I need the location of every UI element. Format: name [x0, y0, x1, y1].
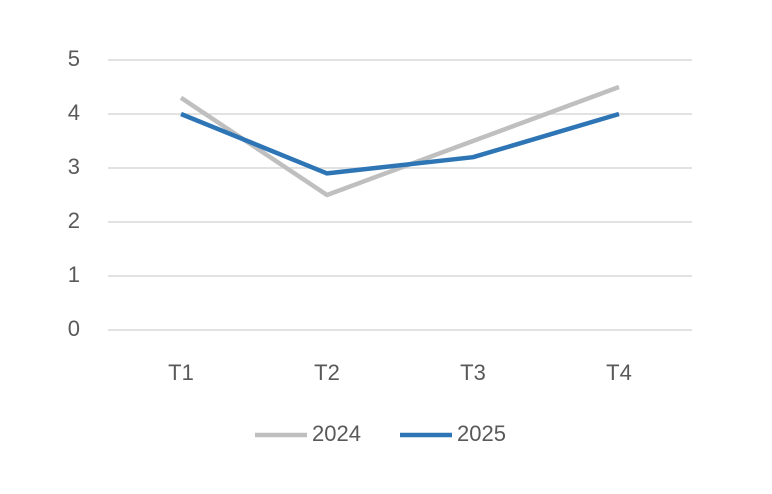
line-series: [179, 84, 620, 198]
x-tick-label: T1: [168, 360, 194, 385]
y-tick-label: 1: [68, 262, 80, 287]
y-tick-label: 2: [68, 208, 80, 233]
y-tick-label: 5: [68, 46, 80, 71]
legend-label: 2025: [457, 421, 506, 446]
x-tick-label: T3: [460, 360, 486, 385]
y-tick-label: 0: [68, 316, 80, 341]
x-tick-label: T2: [314, 360, 340, 385]
line-series: [180, 111, 620, 176]
y-tick-label: 3: [68, 154, 80, 179]
y-tick-label: 4: [68, 100, 80, 125]
x-tick-label: T4: [606, 360, 632, 385]
legend-label: 2024: [312, 421, 361, 446]
